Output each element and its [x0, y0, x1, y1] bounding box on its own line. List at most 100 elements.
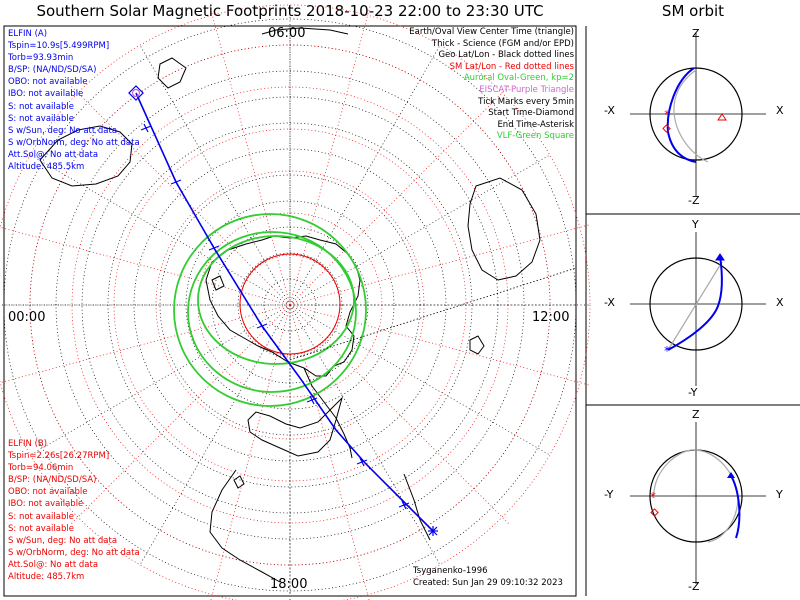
- start-diamond-marker: [128, 85, 144, 101]
- triangle-xz: [717, 113, 727, 121]
- orbit-xz-top-label: Z: [692, 27, 700, 40]
- orbit-panel-xy: *: [630, 232, 766, 386]
- geo-meridian: [139, 45, 291, 306]
- top-coast: [261, 27, 349, 35]
- sm-latitude-circle: [113, 128, 467, 482]
- sm-meridian: [0, 304, 291, 384]
- geo-meridian: [289, 304, 550, 456]
- orbit-yz-top-label: Z: [692, 408, 700, 421]
- created-timestamp: Created: Sun Jan 29 09:10:32 2023: [413, 578, 563, 588]
- asterisk-yz: *: [650, 490, 656, 504]
- orbit-xy-left-label: -X: [604, 296, 615, 309]
- sm-meridian: [289, 304, 510, 525]
- diamond-xz: [662, 124, 671, 133]
- elfin-b-line: Att.Sol@: No att data: [8, 559, 99, 570]
- orbit-b-yz: [653, 449, 739, 543]
- elfin-a-footprint-track: [135, 92, 434, 532]
- sm-grid: [0, 4, 591, 600]
- footprint-map: [0, 4, 591, 600]
- legend-item: EISCAT-Purple Triangle: [479, 84, 574, 95]
- five-minute-tick: [211, 243, 217, 253]
- elfin-b-line: S w/OrbNorm, deg: No att data: [8, 547, 140, 558]
- track-markers: [128, 85, 438, 536]
- australia-outline: [39, 125, 133, 187]
- elfin-a-info: ELFIN (A) Tspin=10.9s[5.499RPM] Torb=93.…: [8, 28, 140, 173]
- footprint-track-line: [135, 92, 434, 532]
- elfin-b-line: Torb=94.06min: [8, 463, 74, 474]
- five-minute-tick: [309, 395, 315, 405]
- sm-latitude-circle: [29, 44, 551, 566]
- legend-item: SM Lat/Lon - Red dotted lines: [449, 61, 574, 72]
- geo-latitude-circle: [237, 252, 343, 358]
- triangle-yz: [727, 472, 735, 478]
- orbit-xy-bottom-label: -Y: [688, 386, 698, 399]
- sm-meridian: [289, 5, 371, 306]
- orbit-xz-right-label: X: [776, 104, 784, 117]
- orbit-a-xz: [666, 67, 697, 163]
- sm-meridian: [70, 85, 291, 306]
- legend-item: Auroral Oval-Green, kp=2: [463, 73, 574, 84]
- day-night-line: [289, 267, 577, 361]
- sm-latitude-circle: [155, 170, 425, 440]
- geo-meridian: [30, 304, 291, 456]
- five-minute-tick: [359, 457, 365, 467]
- geo-meridian: [289, 45, 441, 306]
- orbit-b-xy: [667, 261, 723, 351]
- south-america-outline: [247, 396, 343, 457]
- orbit-a-xy: [667, 255, 723, 351]
- sm-meridian: [289, 304, 370, 600]
- elfin-a-line: S: not available: [8, 101, 74, 112]
- sm-latitude-circle: [0, 4, 591, 600]
- sm-meridian: [0, 226, 291, 306]
- antarctic-peninsula-outline: [303, 367, 353, 459]
- triangle-xy: [715, 253, 725, 261]
- island-1: [469, 335, 485, 355]
- legend-item: Earth/Oval View Center Time (triangle): [409, 27, 574, 37]
- model-credit: Tsyganenko-1996: [413, 566, 488, 576]
- time-label-left: 00:00: [8, 310, 46, 325]
- five-minute-tick: [259, 321, 265, 331]
- asterisk-xz: *: [664, 108, 670, 121]
- five-minute-tick: [401, 500, 407, 510]
- sm-latitude-circle: [71, 86, 509, 524]
- elfin-a-line: IBO: not available: [8, 89, 84, 100]
- geo-meridian: [30, 154, 291, 306]
- africa-outline: [467, 177, 541, 281]
- orbit-yz-left-label: -Y: [604, 488, 614, 501]
- elfin-b-name: ELFIN (B): [8, 439, 48, 449]
- elfin-a-line: Torb=93.93min: [8, 53, 74, 64]
- elfin-a-name: ELFIN (A): [8, 29, 48, 39]
- sm-meridian: [210, 304, 291, 600]
- legend-item: Thick - Science (FGM and/or EPD): [431, 38, 574, 49]
- diamond-yz: [650, 508, 659, 517]
- island-3: [233, 475, 245, 489]
- orbit-xy-right-label: X: [776, 296, 784, 309]
- elfin-b-line: Tspin=2.26s[26.27RPM]: [8, 451, 110, 462]
- earth-circle-xz: [649, 67, 743, 161]
- elfin-b-line: B/SP: (NA/ND/SD/SA): [8, 475, 97, 486]
- sm-meridian: [289, 304, 590, 386]
- elfin-b-line: Altitude: 485.7km: [8, 572, 85, 583]
- geo-meridian: [289, 304, 441, 565]
- orbit-yz-bottom-label: -Z: [688, 580, 700, 593]
- elfin-a-line: S: not available: [8, 113, 74, 124]
- south-america-west: [209, 469, 281, 583]
- orbit-b-xz: [673, 69, 709, 163]
- sm-meridian: [289, 85, 510, 306]
- south-america-east: [403, 473, 431, 541]
- orbit-xy-top-label: Y: [692, 218, 699, 231]
- geo-meridian: [139, 304, 291, 565]
- elfin-a-line: Altitude: 485.5km: [8, 162, 85, 173]
- elfin-a-line: Att.Sol@: No att data: [8, 149, 99, 160]
- orbit-a-yz: [729, 473, 741, 539]
- sm-meridian: [70, 304, 291, 525]
- auroral-ovals: [173, 213, 367, 407]
- end-asterisk-marker: [428, 526, 438, 536]
- elfin-b-info: ELFIN (B) Tspin=2.26s[26.27RPM] Torb=94.…: [8, 438, 140, 583]
- geo-latitude-circle: [3, 18, 577, 592]
- orbit-title: SM orbit: [661, 2, 725, 20]
- elfin-a-line: OBO: not available: [8, 77, 88, 88]
- auroral-oval-poleward: [197, 235, 355, 365]
- legend: Earth/Oval View Center Time (triangle) T…: [409, 27, 574, 143]
